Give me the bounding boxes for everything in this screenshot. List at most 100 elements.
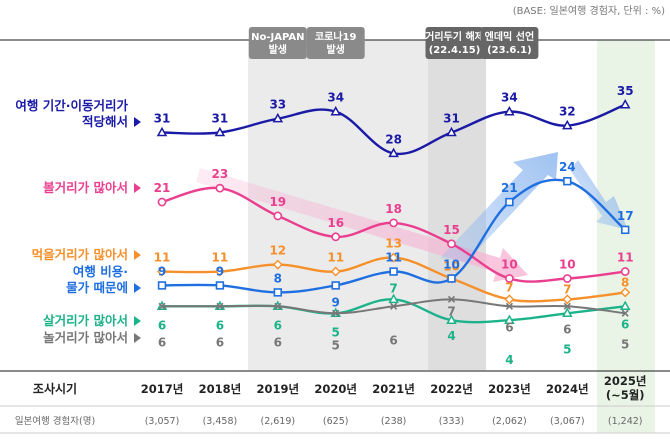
data-label: 10 — [443, 258, 460, 272]
year-label: 2025년 — [604, 374, 647, 388]
data-point — [214, 126, 226, 137]
data-point — [505, 302, 513, 310]
data-point — [389, 267, 398, 276]
data-label: 7 — [447, 304, 455, 318]
data-point — [332, 309, 340, 317]
event-badge-label: 엔데믹 선언 — [485, 30, 534, 43]
event-badge-label: 발생 — [326, 43, 344, 56]
event-badge-box — [425, 27, 484, 59]
data-label: 6 — [621, 317, 629, 331]
data-point — [562, 274, 572, 283]
data-point — [447, 239, 456, 249]
data-point — [447, 274, 456, 283]
data-label: 10 — [443, 260, 460, 274]
data-point — [562, 119, 573, 130]
year-label: 2022년 — [430, 382, 473, 396]
data-label: 6 — [158, 318, 166, 332]
data-label: 13 — [385, 237, 402, 251]
data-label: 11 — [212, 251, 229, 265]
data-label: 8 — [274, 271, 282, 285]
year-label: 2017년 — [141, 382, 184, 396]
data-label: 15 — [443, 223, 460, 237]
data-point — [620, 225, 630, 235]
data-point — [504, 294, 515, 305]
data-label: 11 — [617, 251, 634, 265]
data-label: 32 — [559, 105, 576, 119]
series-name-text: 적당해서 — [82, 114, 128, 129]
series-pointer-icon — [134, 283, 141, 293]
data-point — [563, 177, 572, 186]
data-point — [388, 252, 399, 263]
data-point — [330, 105, 341, 116]
series-name-text: 놀거리가 많아서 — [43, 330, 128, 345]
data-label: 6 — [274, 318, 282, 332]
data-label: 16 — [327, 216, 344, 230]
data-point — [330, 266, 341, 277]
data-label: 12 — [269, 244, 286, 258]
data-label: 5 — [332, 325, 340, 339]
data-label: 6 — [216, 335, 224, 349]
data-label: 6 — [563, 322, 571, 336]
data-label: 11 — [385, 251, 402, 265]
data-label: 5 — [332, 338, 340, 352]
data-point — [272, 259, 283, 270]
event-badge: 거리두기 해제 (22.4.15) — [425, 27, 484, 59]
data-point — [619, 300, 631, 311]
sample-size: (333) — [439, 416, 465, 427]
series-line-group — [157, 183, 630, 283]
data-point — [331, 232, 341, 242]
event-badge-label: (22.4.15) — [429, 45, 481, 56]
blue-trend-arrow — [440, 152, 558, 262]
year-label: 2019년 — [257, 382, 300, 396]
data-label: 19 — [269, 195, 286, 209]
data-point — [562, 307, 573, 317]
data-label: 7 — [563, 282, 571, 296]
data-label: 24 — [559, 160, 576, 174]
sample-size: (1,242) — [608, 416, 643, 427]
series-name-text: 먹을거리가 많아서 — [32, 247, 128, 262]
series-line-group — [158, 295, 629, 317]
table-row1-label: 조사시기 — [33, 381, 77, 396]
sample-size: (238) — [381, 416, 407, 427]
sample-size: (625) — [323, 416, 349, 427]
data-point — [156, 126, 168, 137]
data-label: 4 — [505, 353, 513, 367]
data-point — [446, 314, 457, 324]
data-label: 10 — [559, 258, 576, 272]
data-label: 33 — [269, 98, 286, 112]
data-point — [620, 287, 631, 298]
data-label: 34 — [327, 91, 344, 105]
series-name-label: 먹을거리가 많아서 — [32, 247, 141, 262]
data-point — [389, 218, 398, 228]
data-label: 10 — [501, 258, 518, 272]
series-line-group — [157, 177, 630, 297]
data-point — [562, 294, 573, 305]
series-name-text: 물가 때문에 — [66, 280, 128, 295]
sample-size: (3,057) — [145, 416, 180, 427]
data-point — [620, 267, 630, 276]
data-point — [273, 288, 282, 297]
sample-size: (3,458) — [203, 416, 238, 427]
data-label: 7 — [505, 280, 513, 294]
year-label: 2020년 — [314, 382, 357, 396]
series-line-group — [156, 99, 631, 158]
event-badge-label: No-JAPAN — [251, 32, 304, 43]
year-label: 2024년 — [546, 382, 589, 396]
data-label: 21 — [154, 181, 171, 195]
data-label: 6 — [158, 335, 166, 349]
series-name-label: 놀거리가 많아서 — [43, 330, 141, 345]
event-badge-label: (23.6.1) — [487, 45, 532, 56]
year-sublabel: (~5월) — [606, 388, 645, 402]
data-label: 18 — [385, 202, 402, 216]
data-point — [157, 266, 167, 277]
data-point — [215, 281, 225, 290]
table-row2-label: 일본여행 경험자(명) — [15, 415, 95, 427]
sample-size: (2,062) — [492, 416, 527, 427]
data-label: 6 — [274, 335, 282, 349]
data-point — [272, 112, 284, 123]
data-point — [621, 309, 629, 317]
